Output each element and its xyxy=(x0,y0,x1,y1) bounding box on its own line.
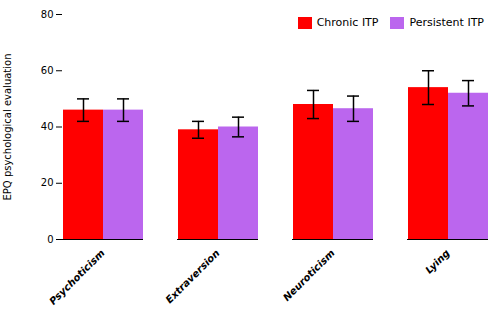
svg-text:0: 0 xyxy=(47,234,53,245)
svg-text:40: 40 xyxy=(41,121,54,132)
svg-text:EPQ psychological evaluation: EPQ psychological evaluation xyxy=(2,53,13,200)
svg-text:Neuroticism: Neuroticism xyxy=(281,247,337,303)
html-text:Persistent ITP: Persistent ITP xyxy=(409,16,484,29)
svg-text:20: 20 xyxy=(41,177,54,188)
svg-text:Psychoticism: Psychoticism xyxy=(47,247,107,307)
svg-text:Extraversion: Extraversion xyxy=(163,247,221,305)
html-text:Chronic ITP: Chronic ITP xyxy=(316,16,379,29)
svg-text:60: 60 xyxy=(41,65,54,76)
svg-text:Lying: Lying xyxy=(423,247,452,276)
svg-text:80: 80 xyxy=(41,9,54,20)
